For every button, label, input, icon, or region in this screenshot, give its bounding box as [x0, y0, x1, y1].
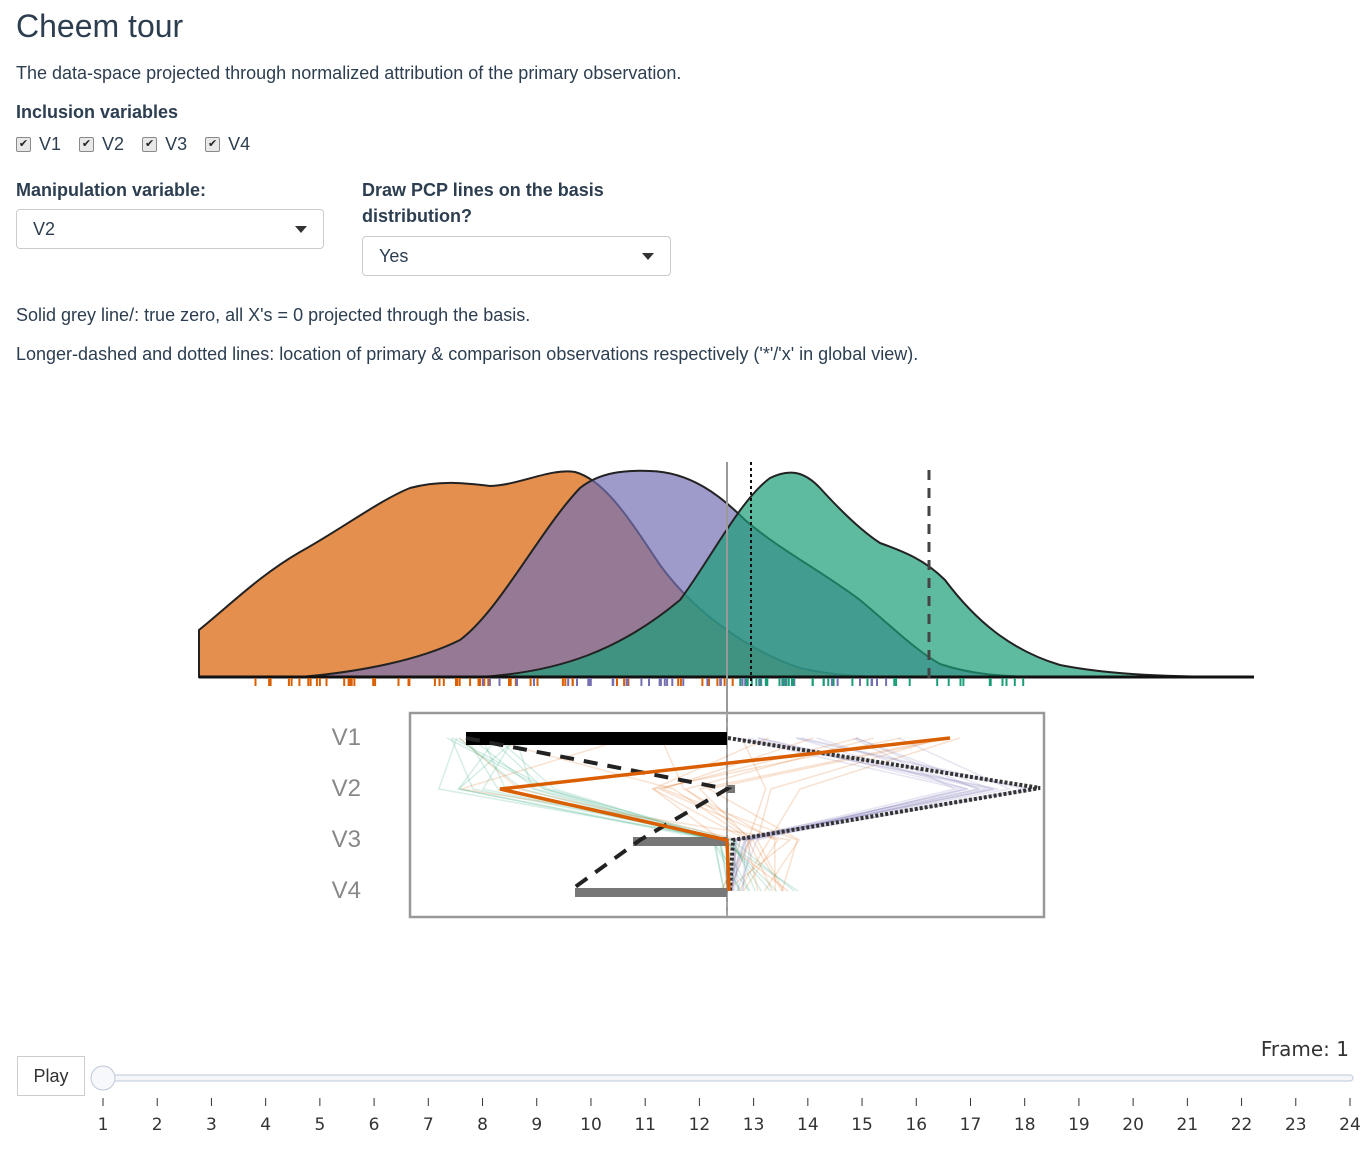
pcp-line: [730, 737, 969, 892]
slider-tick-label: 3: [206, 1115, 217, 1135]
checkmark-icon[interactable]: ✔: [79, 137, 95, 152]
pcp-lines: [437, 737, 1037, 892]
pcp-line: [470, 737, 771, 892]
slider-tick-label: 15: [851, 1115, 873, 1135]
slider-tick-label: 2: [152, 1115, 163, 1135]
manipulation-variable-select[interactable]: V2: [16, 209, 324, 249]
pcp-line: [698, 737, 946, 892]
pcp-line: [457, 737, 730, 892]
slider-tick-label: 7: [423, 1115, 434, 1135]
pcp-line: [756, 737, 942, 892]
pcp-line: [732, 737, 987, 892]
pcp-lines-label-line2: distribution?: [362, 206, 472, 226]
slider-tick-label: 21: [1177, 1115, 1199, 1135]
pcp-line: [450, 737, 795, 892]
rug-purple: [481, 678, 888, 686]
caret-down-icon: [295, 225, 307, 233]
pcp-line: [732, 737, 994, 892]
pcp-line: [466, 737, 729, 892]
basis-label-v2: V2: [332, 775, 361, 802]
pcp-line: [741, 737, 774, 892]
pcp-line: [460, 737, 792, 892]
checkbox-v1[interactable]: ✔ V1: [16, 134, 61, 155]
pcp-line: [725, 737, 1031, 892]
slider-tick-label: 24: [1339, 1115, 1361, 1135]
rug-orange: [254, 678, 734, 686]
observation-lines-note: Longer-dashed and dotted lines: location…: [16, 344, 919, 364]
pcp-line: [732, 737, 1012, 892]
slider-ticks: 1 2 3 4 5 6 7 8 9 10 11 12 13 14 15 16 17 18 19 20 21 22 23 24: [98, 1098, 1361, 1135]
pcp-line: [437, 737, 778, 892]
slider-tick-label: 11: [634, 1115, 656, 1135]
slider-tick-label: 19: [1068, 1115, 1090, 1135]
slider-handle[interactable]: [90, 1065, 116, 1091]
checkmark-icon[interactable]: ✔: [142, 137, 158, 152]
caret-down-icon: [642, 252, 654, 260]
basis-label-v3: V3: [332, 826, 361, 853]
cheem-tour-plot[interactable]: V1 V2 V3 V4: [0, 440, 1372, 940]
slider-tick-label: 9: [531, 1115, 542, 1135]
pcp-line: [656, 737, 859, 892]
slider-track[interactable]: [102, 1074, 1354, 1082]
basis-label-v4: V4: [332, 877, 361, 904]
checkbox-v3[interactable]: ✔ V3: [142, 134, 187, 155]
slider-tick-label: 6: [369, 1115, 380, 1135]
pcp-line: [742, 737, 994, 892]
pcp-line: [706, 737, 951, 892]
slider-tick-label: 5: [314, 1115, 325, 1135]
slider-tick-label: 12: [689, 1115, 711, 1135]
pcp-line: [684, 737, 874, 892]
pcp-line: [735, 737, 962, 892]
pcp-line: [489, 737, 756, 892]
slider-tick-label: 4: [260, 1115, 271, 1135]
rug-green: [739, 678, 1025, 686]
pcp-line: [452, 737, 799, 892]
true-zero-note: Solid grey line/: true zero, all X's = 0…: [16, 305, 531, 325]
pcp-lines-select[interactable]: Yes: [362, 236, 671, 276]
slider-tick-label: 17: [960, 1115, 982, 1135]
slider-tick-label: 22: [1231, 1115, 1253, 1135]
slider-tick-label: 8: [477, 1115, 488, 1135]
pcp-lines-label-line1: Draw PCP lines on the basis: [362, 180, 604, 200]
pcp-line: [736, 737, 980, 892]
slider-tick-label: 14: [797, 1115, 819, 1135]
basis-bar-v2: [727, 785, 735, 793]
play-button[interactable]: Play: [17, 1056, 85, 1096]
checkmark-icon[interactable]: ✔: [16, 137, 31, 152]
primary-pcp-line: [499, 736, 951, 892]
frame-slider[interactable]: 1 2 3 4 5 6 7 8 9 10 11 12 13 14 15 16 17 18 19 20 21 22 23 24: [0, 1064, 1372, 1144]
inclusion-variables-group: ✔ V1 ✔ V2 ✔ V3 ✔ V4: [16, 134, 250, 155]
slider-tick-label: 20: [1122, 1115, 1144, 1135]
slider-tick-label: 13: [743, 1115, 765, 1135]
frame-indicator: Frame: 1: [1260, 1037, 1349, 1061]
basis-bar-v4: [575, 888, 727, 897]
pcp-line: [446, 737, 742, 892]
slider-tick-label: 10: [580, 1115, 602, 1135]
pcp-line: [514, 737, 725, 892]
checkmark-icon[interactable]: ✔: [205, 137, 221, 152]
pcp-line: [660, 737, 776, 892]
pcp-line: [483, 737, 752, 892]
pcp-line: [738, 737, 960, 892]
page-description: The data-space projected through normali…: [16, 63, 682, 83]
basis-bar-v3: [633, 837, 727, 846]
basis-bar-v1: [466, 732, 727, 745]
pcp-line: [496, 737, 751, 892]
primary-basis-path: [465, 736, 733, 892]
slider-tick-label: 23: [1285, 1115, 1307, 1135]
checkbox-v4[interactable]: ✔ V4: [205, 134, 250, 155]
slider-tick-label: 16: [905, 1115, 927, 1135]
basis-label-v1: V1: [332, 724, 361, 751]
page-title: Cheem tour: [16, 8, 184, 44]
pcp-line: [731, 737, 999, 892]
inclusion-variables-label: Inclusion variables: [16, 102, 179, 122]
slider-tick-label: 1: [98, 1115, 109, 1135]
manipulation-variable-label: Manipulation variable:: [16, 180, 207, 200]
basis-panel: V1 V2 V3 V4: [332, 711, 1046, 919]
comparison-pcp-line: [727, 736, 1041, 892]
checkbox-v2[interactable]: ✔ V2: [79, 134, 124, 155]
slider-tick-label: 18: [1014, 1115, 1036, 1135]
pcp-line: [733, 737, 957, 892]
density-green: [479, 471, 1255, 678]
